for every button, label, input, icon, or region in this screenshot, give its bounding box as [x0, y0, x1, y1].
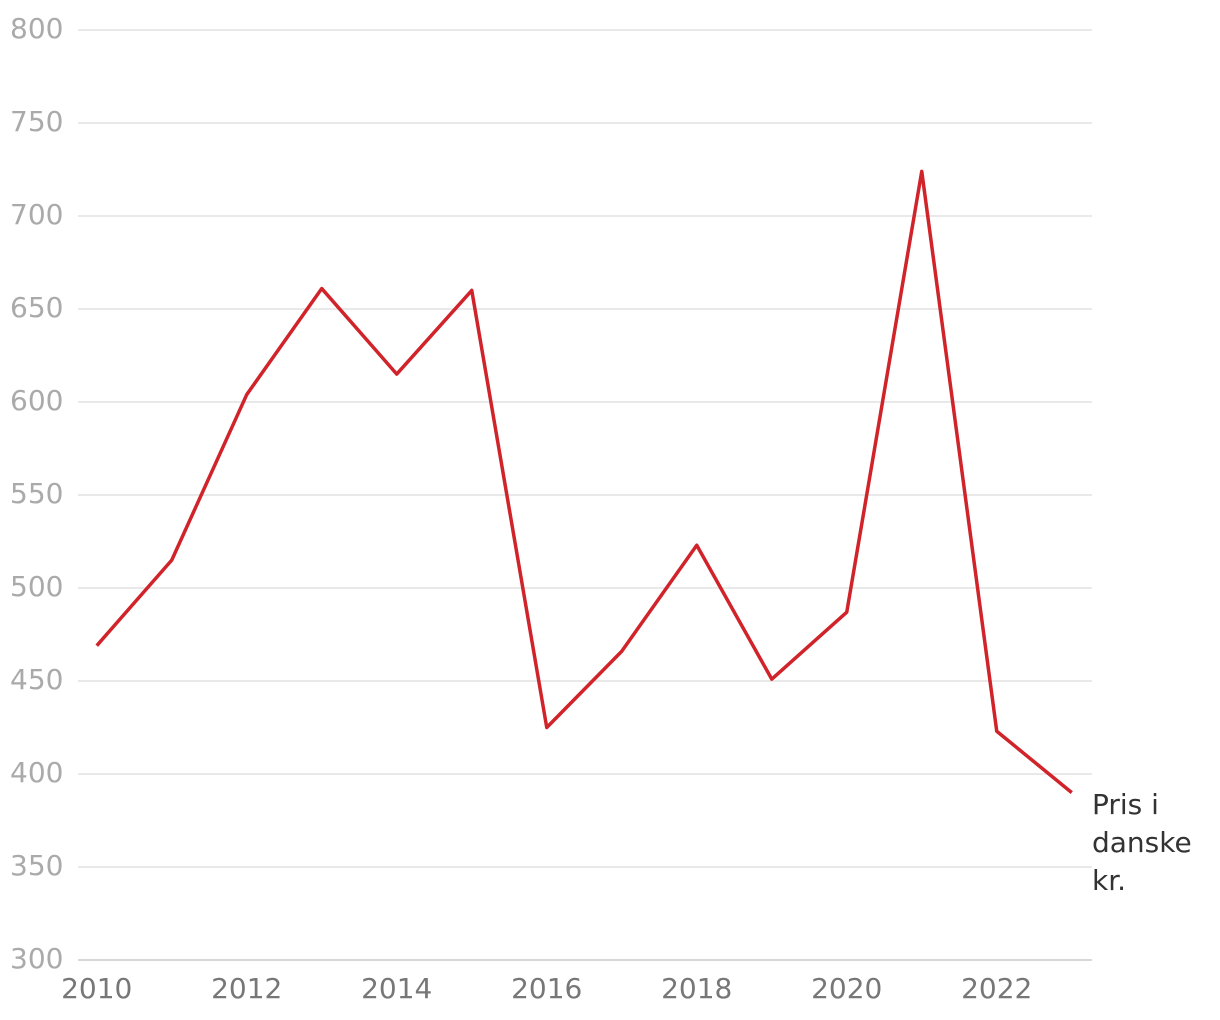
x-tick-label: 2016: [511, 972, 582, 1005]
annotation: Pris i danske kr.: [1092, 788, 1192, 897]
x-tick-label: 2010: [61, 972, 132, 1005]
x-tick-label: 2022: [961, 972, 1032, 1005]
y-tick-label: 750: [10, 105, 63, 138]
y-tick-label: 700: [10, 198, 63, 231]
y-tick-label: 600: [10, 384, 63, 417]
y-tick-label: 800: [10, 12, 63, 45]
y-tick-label: 450: [10, 663, 63, 696]
y-tick-label: 500: [10, 570, 63, 603]
x-tick-label: 2014: [361, 972, 432, 1005]
y-tick-label: 400: [10, 756, 63, 789]
y-tick-label: 300: [10, 942, 63, 975]
x-tick-label: 2020: [811, 972, 882, 1005]
y-tick-label: 350: [10, 849, 63, 882]
x-tick-label: 2018: [661, 972, 732, 1005]
x-tick-label: 2012: [211, 972, 282, 1005]
y-tick-label: 650: [10, 291, 63, 324]
data-line: [95, 169, 1073, 794]
y-tick-label: 550: [10, 477, 63, 510]
